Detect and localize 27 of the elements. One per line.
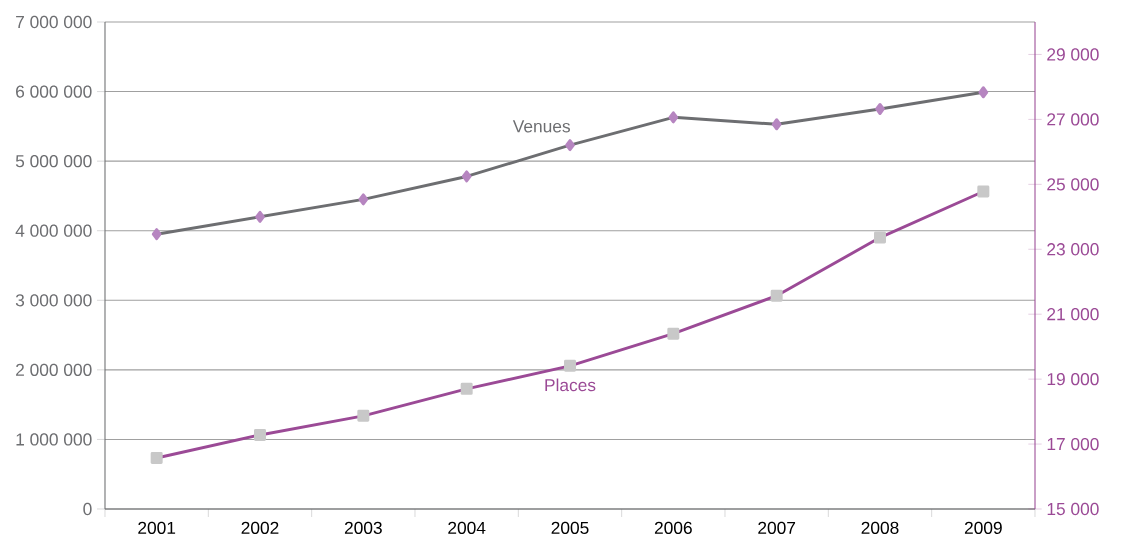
x-tick-label: 2004: [448, 521, 486, 534]
series-label: Venues: [512, 120, 570, 133]
y2-tick-label: 21 000: [1047, 308, 1099, 321]
y2-tick-label: 17 000: [1047, 437, 1099, 451]
y2-tick-label: 23 000: [1047, 243, 1099, 256]
y-tick-label: 3 000 000: [15, 294, 92, 307]
y2-tick-label: 29 000: [1047, 48, 1099, 61]
x-tick-label: 2003: [344, 521, 382, 534]
x-tick-label: 2001: [138, 521, 176, 534]
x-tick-label: 2007: [758, 521, 796, 534]
y-tick-label: 2 000 000: [16, 363, 92, 376]
y2-tick-label: 25 000: [1047, 178, 1099, 191]
y-tick-label: 1 000 000: [16, 433, 92, 446]
series-label: Places: [545, 378, 596, 392]
y2-tick-label: 27 000: [1047, 113, 1099, 126]
x-tick-label: 2006: [654, 521, 692, 534]
y-tick-label: 0: [83, 502, 92, 516]
y-tick-label: 5 000 000: [15, 155, 92, 168]
y2-tick-label: 19 000: [1047, 372, 1099, 386]
x-tick-label: 2008: [861, 521, 899, 534]
x-tick-label: 2005: [551, 521, 589, 534]
y-tick-label: 7 000 000: [16, 15, 92, 29]
x-tick-label: 2002: [241, 521, 279, 534]
y2-tick-label: 15 000: [1047, 502, 1099, 516]
y-tick-label: 4 000 000: [15, 224, 92, 237]
x-tick-label: 2009: [964, 521, 1002, 534]
y-tick-label: 6 000 000: [16, 85, 92, 98]
